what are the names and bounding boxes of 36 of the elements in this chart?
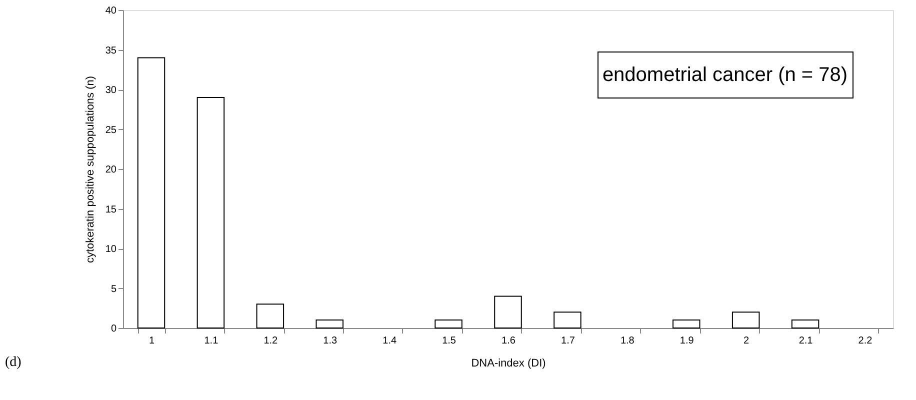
text: (d) [5, 355, 22, 370]
x-tick-label: 1.4 [382, 336, 397, 346]
bar [732, 312, 760, 328]
bar [672, 320, 700, 328]
x-tick-label: 1.9 [680, 336, 694, 346]
x-tick-label: 2 [744, 336, 750, 346]
x-tick-label: 2.2 [858, 336, 873, 346]
y-tick-label: 25 [105, 124, 117, 136]
x-tick-label: 1.7 [561, 336, 576, 346]
y-tick-label: 5 [110, 284, 117, 295]
y-tick-label: 10 [105, 244, 117, 255]
y-tick-label: 0 [110, 324, 117, 334]
x-tick-label: 2.1 [798, 336, 814, 346]
x-axis-title: DNA-index (DI) [471, 358, 546, 370]
bar [494, 296, 522, 328]
x-tick-label: 1.5 [442, 336, 456, 346]
y-axis-title: cytokeratin positive suppopulations (n) [84, 76, 96, 264]
x-tick-label: 1 [148, 336, 155, 346]
bar [554, 312, 582, 328]
x-tick-label: 1.6 [502, 336, 516, 346]
bar [196, 96, 225, 328]
y-tick-label: 30 [105, 85, 117, 96]
x-tick-label: 1.3 [323, 336, 338, 346]
annotation: endometrial cancer (n = 78) [602, 64, 848, 86]
x-tick-label: 1.8 [620, 336, 635, 346]
bar [256, 304, 284, 328]
bar [434, 320, 462, 328]
bar [137, 57, 166, 328]
bar [316, 320, 344, 328]
bar [791, 320, 820, 328]
y-tick-label: 15 [105, 204, 117, 216]
x-tick-label: 1.1 [204, 336, 219, 346]
x-tick-label: 1.2 [264, 336, 278, 346]
y-tick-label: 35 [105, 45, 117, 56]
y-tick-label: 40 [105, 6, 117, 16]
y-tick-label: 20 [105, 164, 117, 176]
